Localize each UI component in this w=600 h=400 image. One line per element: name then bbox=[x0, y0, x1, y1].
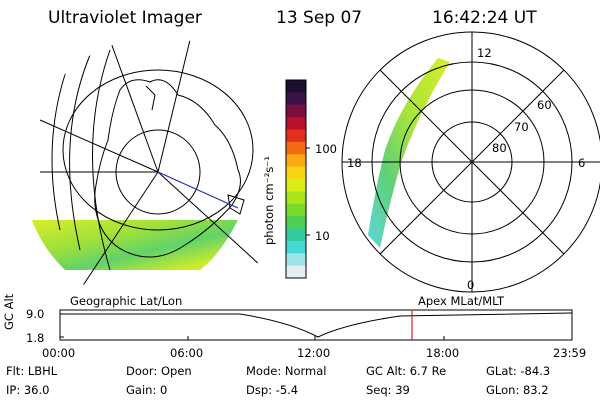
colorbar-segment bbox=[286, 191, 306, 205]
timeline-xtick-1200: 12:00 bbox=[297, 346, 331, 360]
colorbar-segment bbox=[286, 228, 306, 242]
timeline-xtick-1800: 18:00 bbox=[426, 346, 460, 360]
timeline-left-label: Geographic Lat/Lon bbox=[70, 294, 183, 308]
colorbar-segment bbox=[286, 179, 306, 192]
colorbar-segment bbox=[286, 203, 306, 217]
info-dsp: Dsp: -5.4 bbox=[246, 383, 299, 397]
info-filter: Flt: LBHL bbox=[6, 364, 58, 378]
colorbar-segment bbox=[286, 117, 306, 130]
time-label: 16:42:24 UT bbox=[432, 8, 537, 28]
aurora-band-geographic bbox=[30, 220, 238, 270]
timeline-xtick-0600: 06:00 bbox=[170, 346, 204, 360]
polar-label-70: 70 bbox=[514, 120, 529, 134]
polar-label-18: 18 bbox=[347, 156, 362, 170]
polar-label-12: 12 bbox=[477, 46, 492, 60]
timeline-right-label: Apex MLat/MLT bbox=[418, 294, 505, 308]
aurora-band-polar bbox=[368, 58, 450, 248]
colorbar-segment bbox=[286, 240, 306, 254]
timeline-xtick-2359: 23:59 bbox=[553, 346, 587, 360]
colorbar-segment bbox=[286, 141, 306, 155]
timeline-axis-title: GC Alt bbox=[2, 293, 16, 330]
timeline-ytick-bottom: 1.8 bbox=[26, 331, 45, 345]
colorbar-segment bbox=[286, 166, 306, 180]
colorbar-tick-100: 100 bbox=[315, 142, 337, 156]
info-ip: IP: 36.0 bbox=[6, 383, 50, 397]
info-gain: Gain: 0 bbox=[126, 383, 168, 397]
colorbar-unit-label: photon cm⁻²s⁻¹ bbox=[262, 156, 276, 245]
info-seq: Seq: 39 bbox=[366, 383, 410, 397]
colorbar-segment bbox=[286, 154, 306, 168]
geographic-map bbox=[30, 39, 261, 291]
polar-plot bbox=[341, 31, 600, 293]
colorbar-segment bbox=[286, 216, 306, 229]
polar-label-0: 0 bbox=[467, 278, 475, 292]
info-glon: GLon: 83.2 bbox=[486, 383, 549, 397]
colorbar-frame bbox=[285, 79, 307, 279]
colorbar-segment bbox=[286, 253, 306, 267]
colorbar-tick-10: 10 bbox=[315, 229, 330, 243]
altitude-timeline bbox=[59, 309, 573, 341]
timeline-xtick-0000: 00:00 bbox=[42, 346, 76, 360]
colorbar bbox=[285, 79, 310, 279]
sun-direction-line bbox=[157, 171, 239, 209]
timeline-ytick-top: 9.0 bbox=[26, 307, 45, 321]
polar-label-6: 6 bbox=[578, 156, 586, 170]
colorbar-segment bbox=[286, 129, 306, 143]
polar-label-60: 60 bbox=[537, 98, 552, 112]
info-glat: GLat: -84.3 bbox=[486, 364, 551, 378]
colorbar-segment bbox=[286, 265, 306, 279]
colorbar-segment bbox=[286, 104, 306, 118]
polar-label-80: 80 bbox=[492, 141, 507, 155]
info-mode: Mode: Normal bbox=[246, 364, 327, 378]
date-label: 13 Sep 07 bbox=[276, 8, 363, 28]
app-title: Ultraviolet Imager bbox=[48, 8, 202, 28]
colorbar-segment bbox=[286, 80, 306, 93]
colorbar-segment bbox=[286, 92, 306, 106]
info-door: Door: Open bbox=[126, 364, 192, 378]
info-gc-alt: GC Alt: 6.7 Re bbox=[366, 364, 447, 378]
